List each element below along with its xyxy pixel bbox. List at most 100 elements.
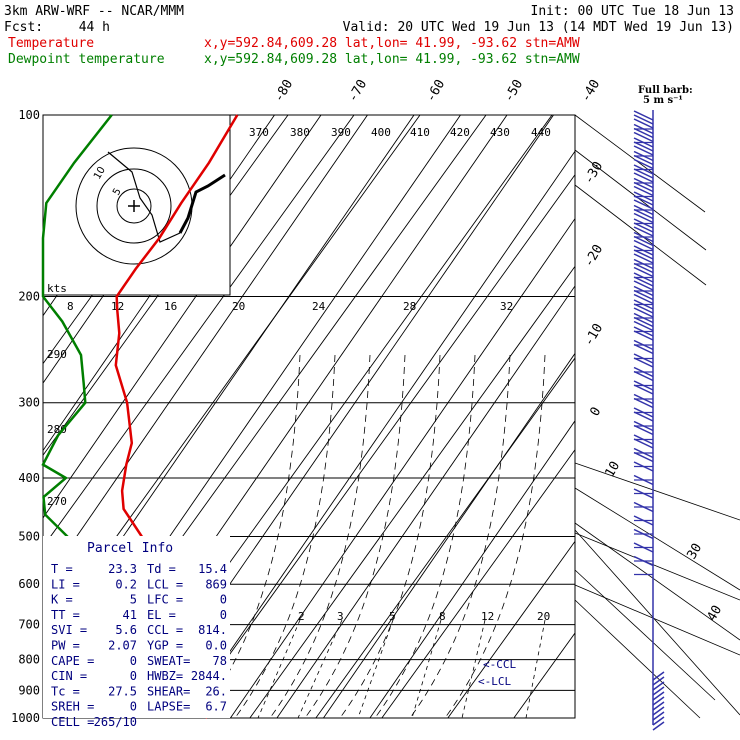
barb-flag (633, 366, 654, 378)
parcel-field-label: CAPE = (51, 654, 94, 668)
barb-flag (633, 312, 654, 324)
parcel-field-value: 869 (205, 577, 227, 591)
parcel-field-value: 6.7 (205, 700, 227, 714)
moist-adiabat-line (339, 354, 441, 718)
parcel-field-label: LFC = (147, 593, 183, 607)
isotherm-label: -80 (271, 77, 296, 105)
mixing-ratio-label: 2 (298, 610, 305, 623)
parcel-field-value: 41 (123, 608, 137, 622)
parcel-field-label: TT = (51, 608, 80, 622)
mixing-ratio-line (257, 619, 301, 718)
barb-flag (633, 168, 654, 179)
theta-label: 380 (290, 126, 310, 139)
theta-label: 410 (410, 126, 430, 139)
parcel-field-label: LAPSE= (147, 700, 190, 714)
parcel-field-value: 0 (130, 700, 137, 714)
barb-flag (652, 671, 665, 681)
theta-label: 290 (47, 348, 67, 361)
parcel-field-label: YGP = (147, 639, 183, 653)
barb-flag (633, 434, 654, 445)
barb-flag (633, 222, 654, 233)
forecast-hour: 44 h (79, 20, 110, 35)
pressure-label: 800 (18, 653, 40, 667)
barb-flag (633, 154, 654, 166)
barb-flag (633, 185, 654, 197)
theta-label: 440 (531, 126, 551, 139)
parcel-field-label: SHEAR= (147, 684, 190, 698)
barb-flag (633, 299, 654, 310)
dry-adiabat-line (43, 115, 355, 548)
isotherm-label: -60 (423, 77, 448, 105)
parcel-field-value: 78 (213, 654, 227, 668)
dry-adiabat-line (315, 357, 575, 718)
parcel-info-panel: Parcel Info T = 23.3 Td = 15.4 LI = 0.2 LCL = 8… (43, 536, 230, 729)
moist-adiabat-extension-line (574, 529, 740, 716)
theta-label: 430 (490, 126, 510, 139)
parcel-field-value: 0 (130, 669, 137, 683)
barb-flag (633, 438, 654, 449)
barb-flag (633, 137, 654, 148)
barb-flag (633, 515, 654, 526)
barb-flag (633, 249, 654, 260)
parcel-field-label: LCL = (147, 577, 183, 591)
barb-flag (633, 353, 654, 364)
mixing-ratio-line (525, 619, 546, 718)
pressure-label: 300 (18, 396, 40, 410)
parcel-field-label: CELL = (51, 715, 94, 729)
dry-adiabat-extension-line (574, 569, 716, 701)
parcel-field-label: HWBZ= (147, 669, 183, 683)
barb-flag (633, 407, 654, 418)
init-time: Init: 00 UTC Tue 18 Jun 13 (531, 4, 735, 19)
barb-flag (633, 272, 654, 283)
barb-flag (633, 474, 654, 486)
pressure-label: 700 (18, 618, 40, 632)
barb-flag (633, 451, 654, 463)
parcel-field-value: 265/10 (94, 715, 137, 729)
moist-adiabat-line (269, 354, 371, 718)
pressure-label: 500 (18, 529, 40, 543)
parcel-field-value: 0.0 (205, 639, 227, 653)
isotherm-label: -50 (501, 77, 526, 105)
isotherm-line (323, 352, 575, 718)
barb-flag (652, 706, 665, 716)
barb-flag (633, 357, 654, 368)
dry-adiabat-line (447, 540, 575, 718)
barb-flag (633, 262, 654, 274)
mixing-ratio-label: 5 (389, 610, 396, 623)
parcel-field-label: LI = (51, 577, 80, 591)
barb-flag (633, 501, 654, 513)
theta-label: 390 (331, 126, 351, 139)
barb-flag (633, 123, 654, 135)
parcel-field-label: Tc = (51, 684, 80, 698)
full-barb-value: 5 m s⁻¹ (643, 95, 683, 106)
barb-flag (633, 276, 654, 287)
pressure-label: 900 (18, 683, 40, 697)
barb-flag (633, 461, 654, 472)
barb-flag (633, 164, 654, 175)
isotherm-line (183, 150, 575, 718)
barb-flag (633, 293, 654, 305)
isotherm-line (230, 217, 575, 718)
barb-flag (633, 542, 654, 553)
mixing-ratio-line (411, 619, 442, 718)
moist-adiabat-line (304, 354, 406, 718)
pressure-label: 600 (18, 577, 40, 591)
mixing-ratio-label: 3 (337, 610, 344, 623)
parcel-field-value: 15.4 (198, 562, 227, 576)
barb-flag (652, 676, 665, 686)
mixing-ratio-label: 12 (481, 610, 494, 623)
isotherm-line (43, 115, 322, 519)
barb-flag (633, 245, 654, 256)
barb-flag (633, 253, 654, 264)
outer-line (574, 149, 707, 251)
pressure-label: 1000 (11, 711, 40, 725)
barb-flag (633, 384, 654, 395)
dry-adiabat-line (381, 448, 575, 718)
barb-flag (633, 172, 654, 183)
parcel-field-label: Td = (147, 562, 176, 576)
isotherm-extension-line (574, 584, 740, 656)
barb-flag (633, 258, 654, 270)
barb-flag (633, 177, 654, 189)
barb-flag (633, 266, 654, 278)
barb-flag (652, 711, 665, 721)
